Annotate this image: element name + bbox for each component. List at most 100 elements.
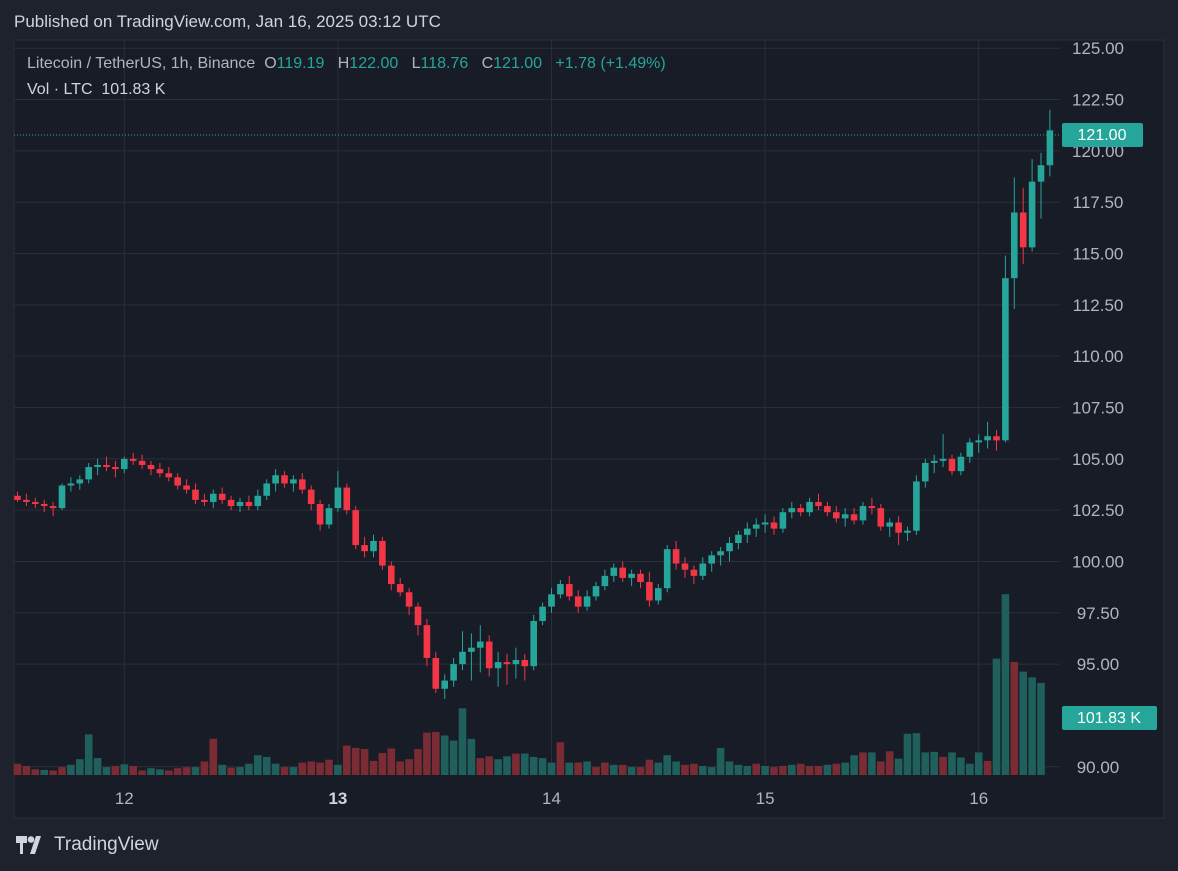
volume-bar xyxy=(699,765,707,775)
volume-bar xyxy=(67,764,75,775)
volume-bar xyxy=(565,762,574,775)
candle-body xyxy=(432,657,440,689)
candle-body xyxy=(192,489,199,500)
candle-body xyxy=(138,460,146,465)
last-volume-label: 101.83 K xyxy=(1077,710,1141,727)
volume-bar xyxy=(743,765,752,775)
volume-bar xyxy=(547,762,556,775)
volume-legend: Vol · LTC 101.83 K xyxy=(27,81,165,99)
candle-body xyxy=(574,596,582,607)
candle-body xyxy=(236,501,244,507)
volume-bar xyxy=(850,755,858,775)
candle-body xyxy=(32,501,39,504)
candle-body xyxy=(1011,212,1018,279)
volume-bar xyxy=(262,756,271,775)
candle-body xyxy=(797,508,804,513)
volume-bar xyxy=(823,764,832,775)
volume-bar xyxy=(440,735,449,775)
volume-bar xyxy=(173,768,182,775)
candle-body xyxy=(112,467,119,470)
candle-body xyxy=(290,479,297,484)
candle-body xyxy=(299,479,306,490)
volume-bar xyxy=(521,753,529,775)
candle-body xyxy=(343,487,351,511)
volume-bar xyxy=(458,708,467,775)
volume-bar xyxy=(734,764,743,775)
volume-bar xyxy=(725,761,734,775)
candle-body xyxy=(993,436,1000,441)
volume-bar xyxy=(1037,682,1045,775)
candle-body xyxy=(174,477,181,486)
candle-body xyxy=(939,458,947,461)
candle-body xyxy=(468,647,475,652)
volume-bar xyxy=(921,752,930,775)
volume-bar xyxy=(485,756,493,775)
published-caption: Published on TradingView.com, Jan 16, 20… xyxy=(14,12,441,31)
volume-bar xyxy=(503,756,511,775)
volume-bar xyxy=(556,742,565,775)
y-tick-label: 90.00 xyxy=(1077,758,1120,777)
volume-bar xyxy=(360,749,369,775)
volume-bar xyxy=(761,765,769,775)
volume-bar xyxy=(405,759,413,775)
candle-body xyxy=(1019,212,1027,248)
volume-bar xyxy=(583,761,591,775)
last-price-label: 121.00 xyxy=(1078,127,1127,144)
y-tick-label: 117.50 xyxy=(1073,193,1124,212)
volume-bar xyxy=(369,760,378,775)
chart-pane xyxy=(13,39,1165,819)
candle-body xyxy=(975,440,982,443)
high-value: 122.00 xyxy=(349,55,399,72)
candle-body xyxy=(859,506,867,521)
candle-body xyxy=(76,479,84,484)
volume-bar xyxy=(930,751,938,775)
volume-bar xyxy=(351,747,360,775)
last-price-badge: 121.00 xyxy=(1062,123,1143,147)
candle-body xyxy=(521,660,529,667)
volume-bar xyxy=(663,755,671,775)
candle-body xyxy=(379,540,386,566)
volume-bar xyxy=(903,733,912,775)
candle-body xyxy=(930,460,938,463)
close-label: C xyxy=(481,55,494,72)
volume-bar xyxy=(254,755,262,775)
candle-body xyxy=(637,573,644,583)
candle-body xyxy=(833,512,840,519)
volume-bar xyxy=(13,763,22,775)
volume-bar xyxy=(494,759,502,775)
candle-body xyxy=(619,567,626,578)
candle-body xyxy=(218,493,226,500)
candle-body xyxy=(655,588,662,601)
candle-body xyxy=(94,464,101,468)
volume-bar xyxy=(512,753,520,775)
volume-bar xyxy=(894,758,903,775)
low-value: 118.76 xyxy=(420,55,469,72)
volume-bar xyxy=(645,759,654,775)
open-value: 119.19 xyxy=(276,55,325,72)
volume-bar xyxy=(378,752,387,775)
candle-body xyxy=(121,458,128,470)
candle-body xyxy=(752,524,760,529)
volume-bar xyxy=(307,761,315,775)
volume-bar xyxy=(22,765,31,775)
candle-body xyxy=(628,573,635,578)
candle-body xyxy=(40,503,48,507)
volume-bar xyxy=(182,767,191,775)
volume-bar xyxy=(387,748,396,775)
volume-bar xyxy=(31,769,40,775)
close-value: 121.00 xyxy=(493,55,543,72)
y-tick-label: 125.00 xyxy=(1072,39,1124,58)
price-axis[interactable]: 125.00122.50120.00117.50115.00112.50110.… xyxy=(1072,39,1124,777)
candle-body xyxy=(325,508,333,525)
candle-body xyxy=(23,499,30,502)
candle-body xyxy=(663,549,671,589)
volume-bar xyxy=(432,732,440,775)
volume-bar xyxy=(423,732,431,775)
time-axis[interactable]: 12 13 14 15 16 xyxy=(115,789,988,808)
volume-bar xyxy=(796,763,805,775)
y-tick-label: 105.00 xyxy=(1072,450,1124,469)
candle-body xyxy=(245,501,253,507)
candle-body xyxy=(334,487,342,509)
volume-bar xyxy=(618,764,627,775)
